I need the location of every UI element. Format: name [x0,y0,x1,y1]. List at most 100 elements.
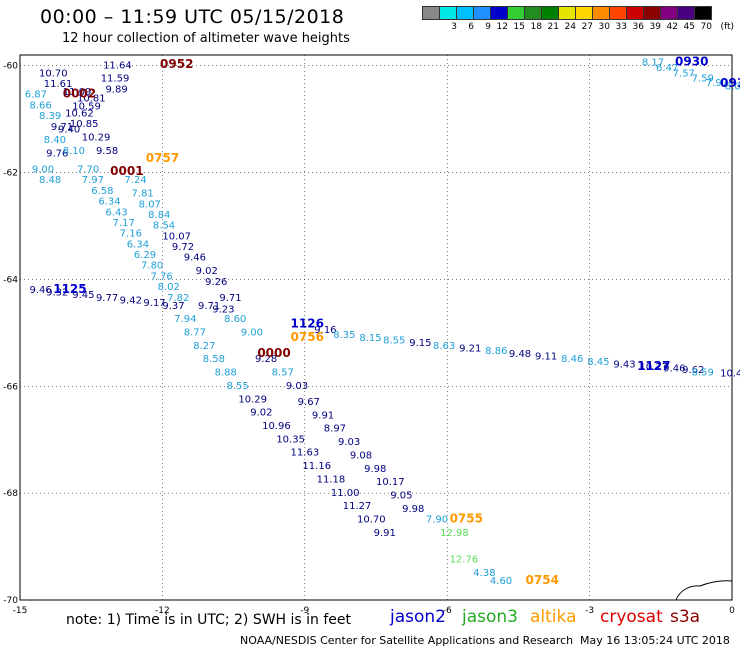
colorbar-label: 21 [547,22,559,32]
wave-height-value: 8.66 [29,100,51,111]
wave-height-value: 10.85 [70,119,99,130]
wave-height-value: 8.45 [587,357,609,368]
wave-height-value: 8.10 [63,146,85,157]
colorbar-label: 27 [581,22,593,32]
wave-height-value: 9.45 [72,290,94,301]
wave-height-value: 8.97 [324,424,346,435]
wave-height-value: 7.59 [692,74,714,85]
colorbar-label: (ft) [720,22,734,32]
footnote: note: 1) Time is in UTC; 2) SWH is in fe… [66,612,352,628]
wave-height-value: 7.16 [120,229,142,240]
pass-time-label: 093 [720,76,740,90]
wave-height-value: 10.27 [639,362,668,373]
pass-time-label: 0952 [160,57,193,71]
wave-height-value: 10.29 [238,394,267,405]
wave-height-value: 7.82 [167,293,189,304]
coastline [675,580,733,601]
wave-height-value: 10.62 [65,108,94,119]
wave-height-value: 8.15 [359,333,381,344]
pass-time-label: 0754 [526,573,559,587]
wave-height-value: 9.71 [198,301,220,312]
wave-height-value: 11.00 [331,488,360,499]
x-tick-label: -6 [443,606,452,616]
wave-height-value: 7.24 [124,175,146,186]
y-tick-label: -66 [3,382,18,392]
y-tick-label: -68 [3,489,18,499]
wave-height-value: 9.46 [663,363,685,374]
wave-height-value: 7.94 [174,314,196,325]
x-tick-label: -9 [300,606,309,616]
wave-height-value: 9.58 [96,146,118,157]
wave-height-value: 7.76 [151,271,173,282]
wave-height-value: 9.46 [184,253,206,264]
x-tick-label: -12 [155,606,170,616]
wave-height-value: 9.67 [298,397,320,408]
wave-height-value: 9.40 [58,124,80,135]
page-title: 00:00 – 11:59 UTC 05/15/2018 [40,6,345,28]
wave-height-value: 7.81 [132,189,154,200]
wave-height-value: 12.98 [440,528,469,539]
wave-height-value: 11.64 [103,60,132,71]
wave-height-value: 8.02 [158,282,180,293]
wave-height-value: 6.34 [98,197,120,208]
colorbar-label: 3 [451,22,457,32]
pass-time-label: 0756 [291,330,324,344]
wave-height-value: 9.71 [219,293,241,304]
wave-height-value: 10.70 [357,515,386,526]
wave-height-value: 11.63 [291,448,320,459]
wave-height-value: 9.02 [196,266,218,277]
y-tick-label: -62 [3,169,18,179]
wave-height-value: 9.62 [682,365,704,376]
wave-height-value: 9.98 [402,504,424,515]
wave-height-value: 7.97 [82,175,104,186]
wave-height-value: 8.40 [44,135,66,146]
wave-height-value: 9.37 [162,301,184,312]
pass-time-label: 0757 [146,151,179,165]
wave-height-value: 9.91 [374,528,396,539]
wave-height-value: 8.48 [39,175,61,186]
wave-height-value: 4.38 [473,568,495,579]
wave-height-value: 10.81 [77,93,106,104]
wave-height-value: 9.72 [172,242,194,253]
pass-time-label: 1126 [291,317,324,331]
x-tick-label: -3 [585,606,594,616]
wave-height-value: 8.54 [153,221,175,232]
wave-height-value: 6.58 [91,186,113,197]
wave-height-value: 8.39 [39,111,61,122]
y-tick-label: -64 [3,275,18,285]
wave-height-value: 6.47 [656,63,678,74]
wave-height-value: 11.27 [343,501,372,512]
colorbar-label: 12 [496,22,508,32]
colorbar-label: 15 [513,22,525,32]
pass-time-label: 1125 [53,282,86,296]
wave-height-value: 7.97 [706,78,728,89]
wave-height-value: 9.02 [250,408,272,419]
colorbar-label: 18 [530,22,542,32]
wave-height-value: 10.07 [162,231,191,242]
wave-height-value: 9.76 [46,149,68,160]
pass-time-label: 1127 [637,359,670,373]
wave-height-value: 9.08 [350,450,372,461]
wave-height-value: 9.23 [212,305,234,316]
wave-height-value: 7.70 [77,165,99,176]
wave-height-value: 8.58 [203,354,225,365]
pass-time-labels: 0952000207570001112511260756000011270930… [53,55,740,587]
wave-height-value: 9.03 [338,437,360,448]
wave-height-value: 8.84 [148,210,170,221]
wave-height-value: 10.70 [39,68,68,79]
satellite-legend-entry: altika [530,607,577,627]
wave-height-value: 8.86 [485,346,507,357]
wave-height-value: 6.43 [105,207,127,218]
colorbar-label: 39 [649,22,661,32]
wave-height-value: 9.98 [364,464,386,475]
wave-height-value: 11.16 [302,461,331,472]
wave-height-value: 9.17 [143,298,165,309]
wave-height-value: 10.59 [72,102,101,113]
pass-time-label: 0000 [257,346,290,360]
wave-height-value: 8.88 [215,368,237,379]
wave-height-value: 11.18 [317,474,346,485]
colorbar-label: 9 [485,22,491,32]
wave-height-value: 9.71 [51,122,73,133]
wave-height-value: 8.60 [224,314,246,325]
